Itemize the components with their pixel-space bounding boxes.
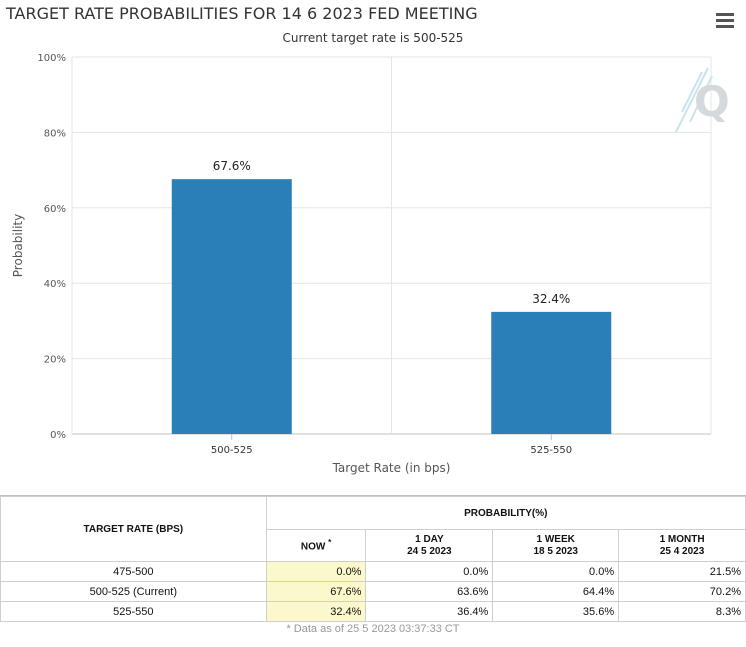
one-week-cell: 64.4%	[492, 581, 620, 602]
one-day-cell: 63.6%	[365, 581, 494, 602]
rate-cell: 525-550	[0, 601, 267, 622]
hamburger-menu-icon[interactable]	[714, 10, 736, 32]
y-tick-label: 0%	[50, 430, 66, 441]
bar	[491, 311, 612, 434]
probability-table-container: TARGET RATE (BPS) PROBABILITY(%) NOW * 1…	[0, 495, 746, 647]
one-week-cell: 0.0%	[492, 561, 620, 582]
one-month-cell: 21.5%	[618, 561, 746, 582]
now-cell: 0.0%	[265, 561, 367, 582]
one-month-cell: 8.3%	[618, 601, 746, 622]
x-axis-title: Target Rate (in bps)	[332, 461, 451, 475]
one-month-label: 1 MONTH	[659, 533, 705, 545]
bar	[171, 179, 292, 434]
x-tick-label: 525-550	[530, 445, 572, 456]
y-axis-title: Probability	[11, 214, 25, 277]
one-week-label: 1 WEEK	[536, 533, 575, 545]
one-day-label: 1 DAY	[415, 533, 444, 545]
table-row: 525-550 32.4% 36.4% 35.6% 8.3%	[0, 601, 746, 622]
data-timestamp-footnote: * Data as of 25 5 2023 03:37:33 CT	[286, 623, 460, 635]
one-month-cell: 70.2%	[618, 581, 746, 602]
now-label: NOW	[300, 541, 326, 553]
y-tick-label: 60%	[44, 204, 66, 215]
one-month-header: 1 MONTH 25 4 2023	[618, 529, 746, 562]
one-day-cell: 0.0%	[365, 561, 494, 582]
y-tick-label: 80%	[44, 128, 66, 139]
one-day-cell: 36.4%	[365, 601, 494, 622]
one-week-date: 18 5 2023	[533, 545, 578, 557]
table-row: 475-500 0.0% 0.0% 0.0% 21.5%	[0, 561, 746, 582]
q-logo-icon: Q	[675, 67, 730, 133]
bar-data-label: 67.6%	[213, 159, 251, 173]
one-week-header: 1 WEEK 18 5 2023	[492, 529, 620, 562]
y-tick-label: 100%	[37, 53, 66, 64]
table-row: 500-525 (Current) 67.6% 63.6% 64.4% 70.2…	[0, 581, 746, 602]
chart-title: TARGET RATE PROBABILITIES FOR 14 6 2023 …	[5, 4, 478, 23]
one-month-date: 25 4 2023	[659, 545, 705, 557]
svg-text:Q: Q	[694, 77, 730, 126]
one-day-header: 1 DAY 24 5 2023	[365, 529, 494, 562]
one-day-date: 24 5 2023	[407, 545, 452, 557]
now-header: NOW *	[265, 529, 367, 562]
one-week-cell: 35.6%	[492, 601, 620, 622]
y-tick-label: 40%	[44, 279, 66, 290]
bar-chart: TARGET RATE PROBABILITIES FOR 14 6 2023 …	[5, 4, 712, 475]
now-marker: *	[328, 538, 332, 548]
chart-area: TARGET RATE PROBABILITIES FOR 14 6 2023 …	[5, 4, 736, 475]
now-cell: 32.4%	[265, 601, 367, 622]
chart-subtitle: Current target rate is 500-525	[283, 31, 464, 45]
now-cell: 67.6%	[265, 581, 367, 602]
target-rate-header: TARGET RATE (BPS)	[0, 496, 267, 562]
rate-cell: 500-525 (Current)	[0, 581, 267, 602]
x-tick-label: 500-525	[211, 445, 253, 456]
y-tick-label: 20%	[44, 355, 66, 366]
probability-header: PROBABILITY(%)	[265, 496, 746, 530]
rate-cell: 475-500	[0, 561, 267, 582]
bar-data-label: 32.4%	[532, 292, 570, 306]
probability-table: TARGET RATE (BPS) PROBABILITY(%) NOW * 1…	[0, 496, 746, 622]
